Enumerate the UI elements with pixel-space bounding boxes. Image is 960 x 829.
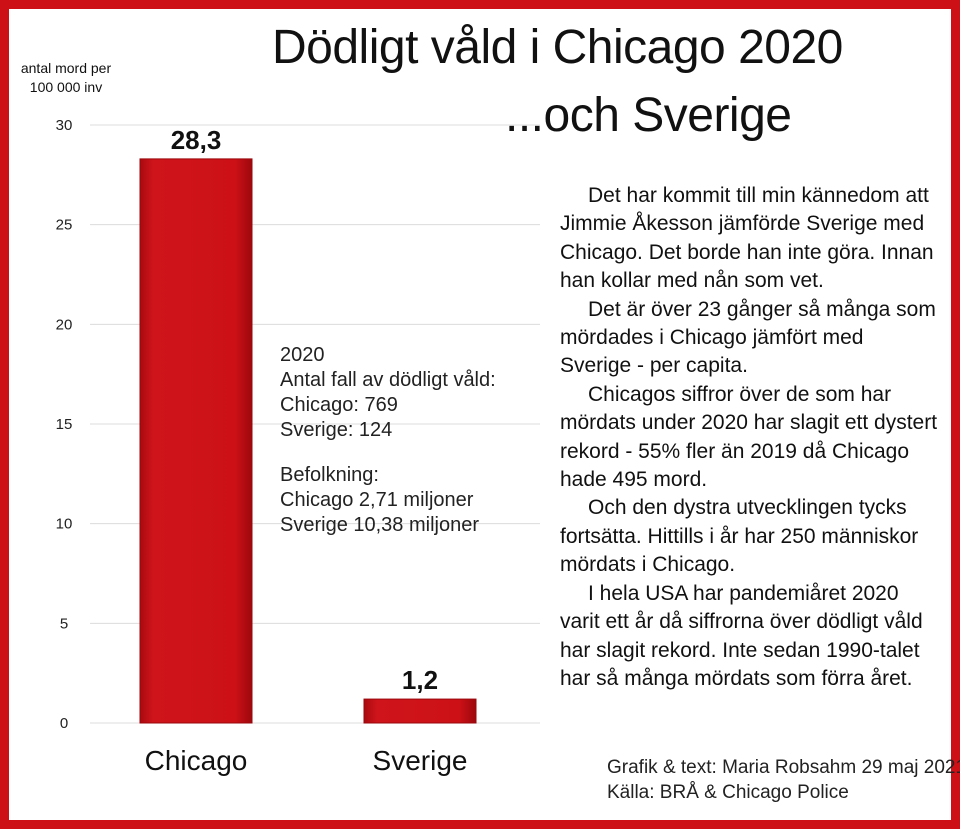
info-line: Sverige: 124: [280, 419, 393, 441]
info-annotation: 2020 Antal fall av dödligt våld: Chicago…: [280, 343, 496, 443]
bar-value-label: 28,3: [171, 125, 222, 155]
bar: [139, 158, 253, 724]
article-paragraph-text: Det har kommit till min kännedom att Jim…: [560, 184, 934, 293]
y-tick-label: 0: [60, 715, 68, 732]
article-paragraph: Det är över 23 gånger så många som mörda…: [560, 296, 940, 381]
y-tick-label: 30: [56, 117, 73, 134]
x-category-label: Sverige: [373, 745, 468, 776]
article-paragraph: I hela USA har pandemiåret 2020 varit et…: [560, 580, 940, 694]
info-line: 2020: [280, 344, 325, 366]
info-line: Chicago: 769: [280, 394, 398, 416]
article-paragraph-text: Chicagos siffror över de som har mördats…: [560, 382, 938, 492]
y-tick-label: 25: [56, 217, 73, 234]
chart-subtitle: ...och Sverige: [505, 89, 792, 142]
y-tick-label: 15: [56, 416, 73, 433]
article-text: Det har kommit till min kännedom att Jim…: [560, 182, 940, 693]
y-tick-label: 10: [56, 516, 73, 533]
population-line: Chicago 2,71 miljoner: [280, 489, 474, 511]
article-paragraph: Chicagos siffror över de som har mördats…: [560, 381, 940, 495]
y-tick-label: 5: [60, 615, 68, 632]
article-paragraph-text: I hela USA har pandemiåret 2020 varit et…: [560, 581, 923, 690]
chart-title: Dödligt våld i Chicago 2020: [272, 21, 843, 74]
article-paragraph: Det har kommit till min kännedom att Jim…: [560, 182, 940, 296]
bars: 28,3 1,2: [139, 125, 477, 724]
info-line: Antal fall av dödligt våld:: [280, 369, 496, 391]
y-axis-label: antal mord per 100 000 inv: [20, 60, 112, 95]
population-line: Sverige 10,38 miljoner: [280, 514, 479, 536]
article-paragraph: Och den dystra utvecklingen tycks fortsä…: [560, 494, 940, 579]
y-axis-ticks: 0 5 10 15 20 25 30: [56, 117, 73, 732]
population-annotation: Befolkning: Chicago 2,71 miljoner Sverig…: [280, 463, 479, 538]
x-category-label: Chicago: [145, 745, 248, 776]
bar-value-label: 1,2: [402, 665, 438, 695]
graphic-credit: Grafik & text: Maria Robsahm 29 maj 2021: [607, 757, 960, 778]
article-paragraph-text: Och den dystra utvecklingen tycks fortsä…: [560, 496, 919, 577]
x-axis-categories: Chicago Sverige: [145, 745, 468, 776]
article-paragraph-text: Det är över 23 gånger så många som mörda…: [560, 297, 936, 378]
population-line: Befolkning:: [280, 464, 379, 486]
credits: Grafik & text: Maria Robsahm 29 maj 2021…: [607, 755, 960, 805]
source-credit: Källa: BRÅ & Chicago Police: [607, 782, 849, 803]
y-tick-label: 20: [56, 316, 73, 333]
bar: [363, 698, 477, 724]
